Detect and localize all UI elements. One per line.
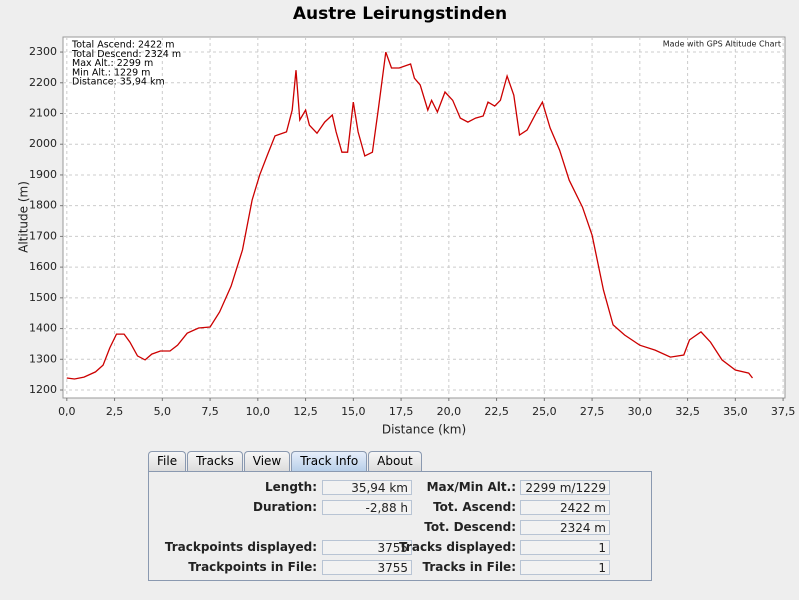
x-tick-label: 17,5 <box>389 405 414 418</box>
info-value: 3755 <box>322 540 412 555</box>
x-tick-label: 30,0 <box>628 405 653 418</box>
tab-bar: File Tracks View Track Info About <box>148 451 423 471</box>
x-tick-label: 27,5 <box>580 405 605 418</box>
info-label: Trackpoints in File: <box>188 560 317 574</box>
info-label: Trackpoints displayed: <box>164 540 317 554</box>
info-label: Duration: <box>253 500 317 514</box>
x-tick-label: 0,0 <box>58 405 76 418</box>
info-label: Tot. Ascend: <box>433 500 516 514</box>
info-value: -2,88 h <box>322 500 412 515</box>
info-label: Tracks displayed: <box>399 540 516 554</box>
y-axis-label: Altitude (m) <box>17 181 31 253</box>
x-tick-label: 35,0 <box>723 405 748 418</box>
tab[interactable]: File <box>148 451 187 471</box>
y-tick-label: 1700 <box>29 229 57 242</box>
y-tick-label: 2100 <box>29 107 57 120</box>
x-tick-label: 37,5 <box>771 405 796 418</box>
y-tick-label: 1600 <box>29 260 57 273</box>
elevation-line <box>66 51 754 380</box>
info-label: Length: <box>265 480 317 494</box>
chart: Austre Leirungstinden Distance (km) Alti… <box>17 4 796 437</box>
annotation: Total Ascend: 2422 m <box>71 40 174 51</box>
x-tick-label: 20,0 <box>437 405 462 418</box>
annotation: Distance: 35,94 km <box>72 77 165 88</box>
x-tick-label: 5,0 <box>154 405 172 418</box>
x-tick-label: 15,0 <box>341 405 366 418</box>
info-label: Tracks in File: <box>422 560 517 574</box>
annotation: Min Alt.: 1229 m <box>72 67 150 78</box>
x-tick-label: 32,5 <box>675 405 700 418</box>
x-tick-label: 10,0 <box>246 405 271 418</box>
y-tick-label: 1200 <box>29 383 57 396</box>
plot-area <box>62 36 786 399</box>
x-tick-label: 12,5 <box>293 405 318 418</box>
x-tick-label: 2,5 <box>106 405 124 418</box>
y-tick-label: 2000 <box>29 137 57 150</box>
y-tick-label: 1500 <box>29 291 57 304</box>
tab[interactable]: View <box>243 451 291 471</box>
credit: Made with GPS Altitude Chart <box>663 40 781 49</box>
info-value: 2324 m <box>520 520 610 535</box>
info-label: Max/Min Alt.: <box>426 480 516 494</box>
x-axis-label: Distance (km) <box>382 423 466 437</box>
tab[interactable]: Track Info <box>291 451 368 471</box>
y-tick-label: 1900 <box>29 168 57 181</box>
info-value: 35,94 km <box>322 480 412 495</box>
x-tick-label: 7,5 <box>201 405 219 418</box>
x-tick-label: 22,5 <box>484 405 509 418</box>
y-tick-label: 1400 <box>29 322 57 335</box>
y-tick-label: 1300 <box>29 352 57 365</box>
info-value: 2299 m/1229 m <box>520 480 610 510</box>
tab[interactable]: Tracks <box>187 451 243 471</box>
x-tick-label: 25,0 <box>532 405 557 418</box>
annotation: Total Descend: 2324 m <box>71 49 181 60</box>
info-label: Tot. Descend: <box>424 520 516 534</box>
annotation: Max Alt.: 2299 m <box>72 58 153 69</box>
info-value: 2422 m <box>520 500 610 515</box>
tab[interactable]: About <box>368 451 422 471</box>
info-value: 1 <box>520 540 610 555</box>
y-tick-label: 2300 <box>29 45 57 58</box>
info-value: 3755 <box>322 560 412 575</box>
info-panel: Length: 35,94 km Duration: -2,88 h Trackpoin… <box>148 471 652 581</box>
y-tick-label: 1800 <box>29 199 57 212</box>
chart-title: Austre Leirungstinden <box>293 4 507 24</box>
y-tick-label: 2200 <box>29 76 57 89</box>
info-value: 1 <box>520 560 610 575</box>
